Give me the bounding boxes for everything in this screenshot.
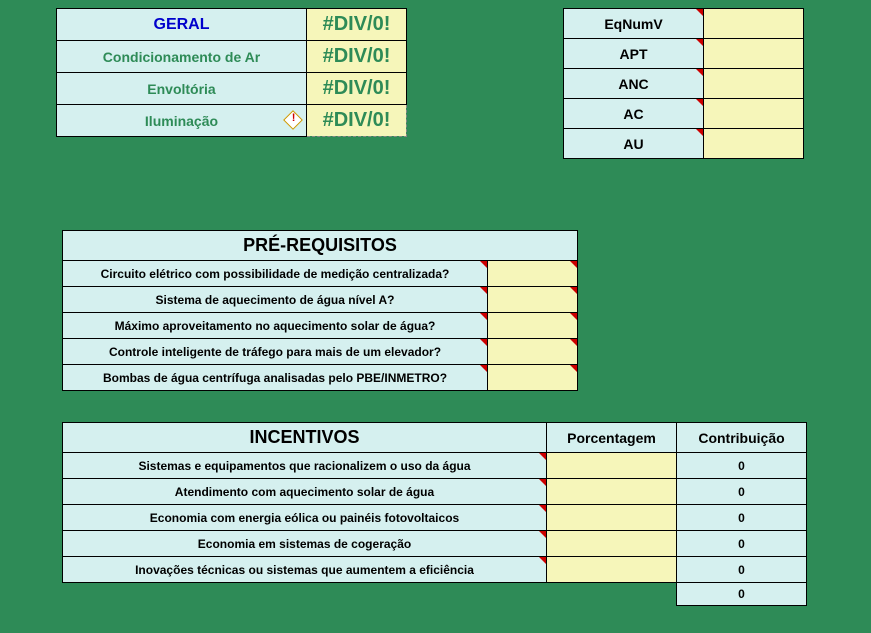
prereq-question: Bombas de água centrífuga analisadas pel… xyxy=(63,365,488,391)
param-value[interactable] xyxy=(704,39,804,69)
summary-row-value[interactable]: #DIV/0! xyxy=(307,9,407,41)
param-label: APT xyxy=(564,39,704,69)
summary-row-value[interactable]: #DIV/0! xyxy=(307,105,407,137)
prereq-question: Controle inteligente de tráfego para mai… xyxy=(63,339,488,365)
incent-col-porcentagem: Porcentagem xyxy=(547,423,677,453)
summary-table: GERAL#DIV/0!Condicionamento de Ar#DIV/0!… xyxy=(56,8,407,137)
prereq-answer[interactable] xyxy=(488,365,578,391)
param-label: AU xyxy=(564,129,704,159)
prereq-question: Sistema de aquecimento de água nível A? xyxy=(63,287,488,313)
incent-porcentagem[interactable] xyxy=(547,505,677,531)
incent-total: 0 xyxy=(677,583,807,606)
param-value[interactable] xyxy=(704,9,804,39)
incent-porcentagem[interactable] xyxy=(547,453,677,479)
incent-label: Economia em sistemas de cogeração xyxy=(63,531,547,557)
prereq-question: Circuito elétrico com possibilidade de m… xyxy=(63,261,488,287)
param-value[interactable] xyxy=(704,129,804,159)
param-label: ANC xyxy=(564,69,704,99)
incent-contribuicao: 0 xyxy=(677,505,807,531)
prereq-question: Máximo aproveitamento no aquecimento sol… xyxy=(63,313,488,339)
param-label: EqNumV xyxy=(564,9,704,39)
prereq-answer[interactable] xyxy=(488,313,578,339)
params-table: EqNumVAPTANCACAU xyxy=(563,8,804,159)
summary-row-label: GERAL xyxy=(57,9,307,41)
summary-row-value[interactable]: #DIV/0! xyxy=(307,73,407,105)
param-label: AC xyxy=(564,99,704,129)
incent-col-contribuicao: Contribuição xyxy=(677,423,807,453)
prereq-answer[interactable] xyxy=(488,339,578,365)
incent-label: Inovações técnicas ou sistemas que aumen… xyxy=(63,557,547,583)
incent-label: Sistemas e equipamentos que racionalizem… xyxy=(63,453,547,479)
prereq-table: PRÉ-REQUISITOSCircuito elétrico com poss… xyxy=(62,230,578,391)
incent-porcentagem[interactable] xyxy=(547,557,677,583)
summary-row-label: Iluminação! xyxy=(57,105,307,137)
incent-contribuicao: 0 xyxy=(677,531,807,557)
incent-label: Economia com energia eólica ou painéis f… xyxy=(63,505,547,531)
incent-porcentagem[interactable] xyxy=(547,479,677,505)
param-value[interactable] xyxy=(704,69,804,99)
incent-contribuicao: 0 xyxy=(677,557,807,583)
incent-porcentagem[interactable] xyxy=(547,531,677,557)
summary-row-value[interactable]: #DIV/0! xyxy=(307,41,407,73)
incent-contribuicao: 0 xyxy=(677,453,807,479)
error-indicator-icon[interactable]: ! xyxy=(283,110,303,130)
incent-header: INCENTIVOS xyxy=(63,423,547,453)
summary-row-label: Condicionamento de Ar xyxy=(57,41,307,73)
incent-table: INCENTIVOSPorcentagemContribuição Sistema… xyxy=(62,422,807,606)
prereq-header: PRÉ-REQUISITOS xyxy=(63,231,578,261)
incent-contribuicao: 0 xyxy=(677,479,807,505)
incent-label: Atendimento com aquecimento solar de águ… xyxy=(63,479,547,505)
prereq-answer[interactable] xyxy=(488,261,578,287)
prereq-answer[interactable] xyxy=(488,287,578,313)
param-value[interactable] xyxy=(704,99,804,129)
summary-row-label: Envoltória xyxy=(57,73,307,105)
